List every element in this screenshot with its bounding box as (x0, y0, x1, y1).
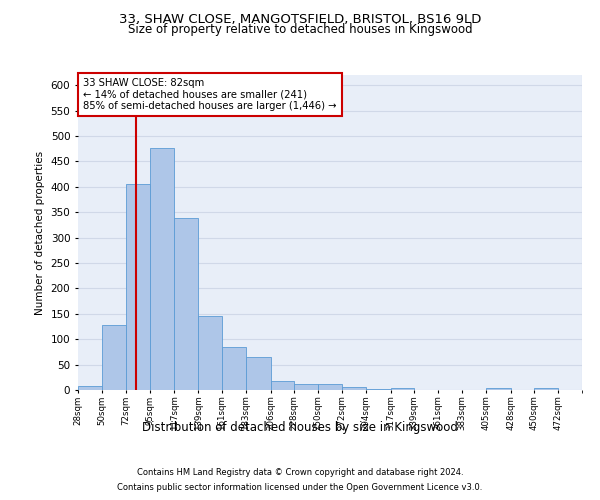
Bar (318, 384, 342, 390)
Bar (174, 218, 198, 390)
Bar (245, 357, 271, 390)
Text: Size of property relative to detached houses in Kingswood: Size of property relative to detached ho… (128, 22, 472, 36)
Text: Contains public sector information licensed under the Open Government Licence v3: Contains public sector information licen… (118, 483, 482, 492)
Bar (391, 388, 415, 390)
Bar (535, 388, 558, 390)
Bar (271, 381, 295, 390)
Y-axis label: Number of detached properties: Number of detached properties (35, 150, 45, 314)
Bar (295, 384, 318, 390)
Text: 33, SHAW CLOSE, MANGOTSFIELD, BRISTOL, BS16 9LD: 33, SHAW CLOSE, MANGOTSFIELD, BRISTOL, B… (119, 12, 481, 26)
Text: 33 SHAW CLOSE: 82sqm
← 14% of detached houses are smaller (241)
85% of semi-deta: 33 SHAW CLOSE: 82sqm ← 14% of detached h… (83, 78, 337, 112)
Bar (151, 148, 174, 390)
Bar (222, 347, 245, 390)
Bar (102, 325, 125, 390)
Bar (342, 387, 365, 390)
Bar (198, 316, 222, 390)
Bar (486, 388, 511, 390)
Bar (78, 386, 102, 390)
Bar (125, 184, 151, 390)
Text: Contains HM Land Registry data © Crown copyright and database right 2024.: Contains HM Land Registry data © Crown c… (137, 468, 463, 477)
Text: Distribution of detached houses by size in Kingswood: Distribution of detached houses by size … (142, 421, 458, 434)
